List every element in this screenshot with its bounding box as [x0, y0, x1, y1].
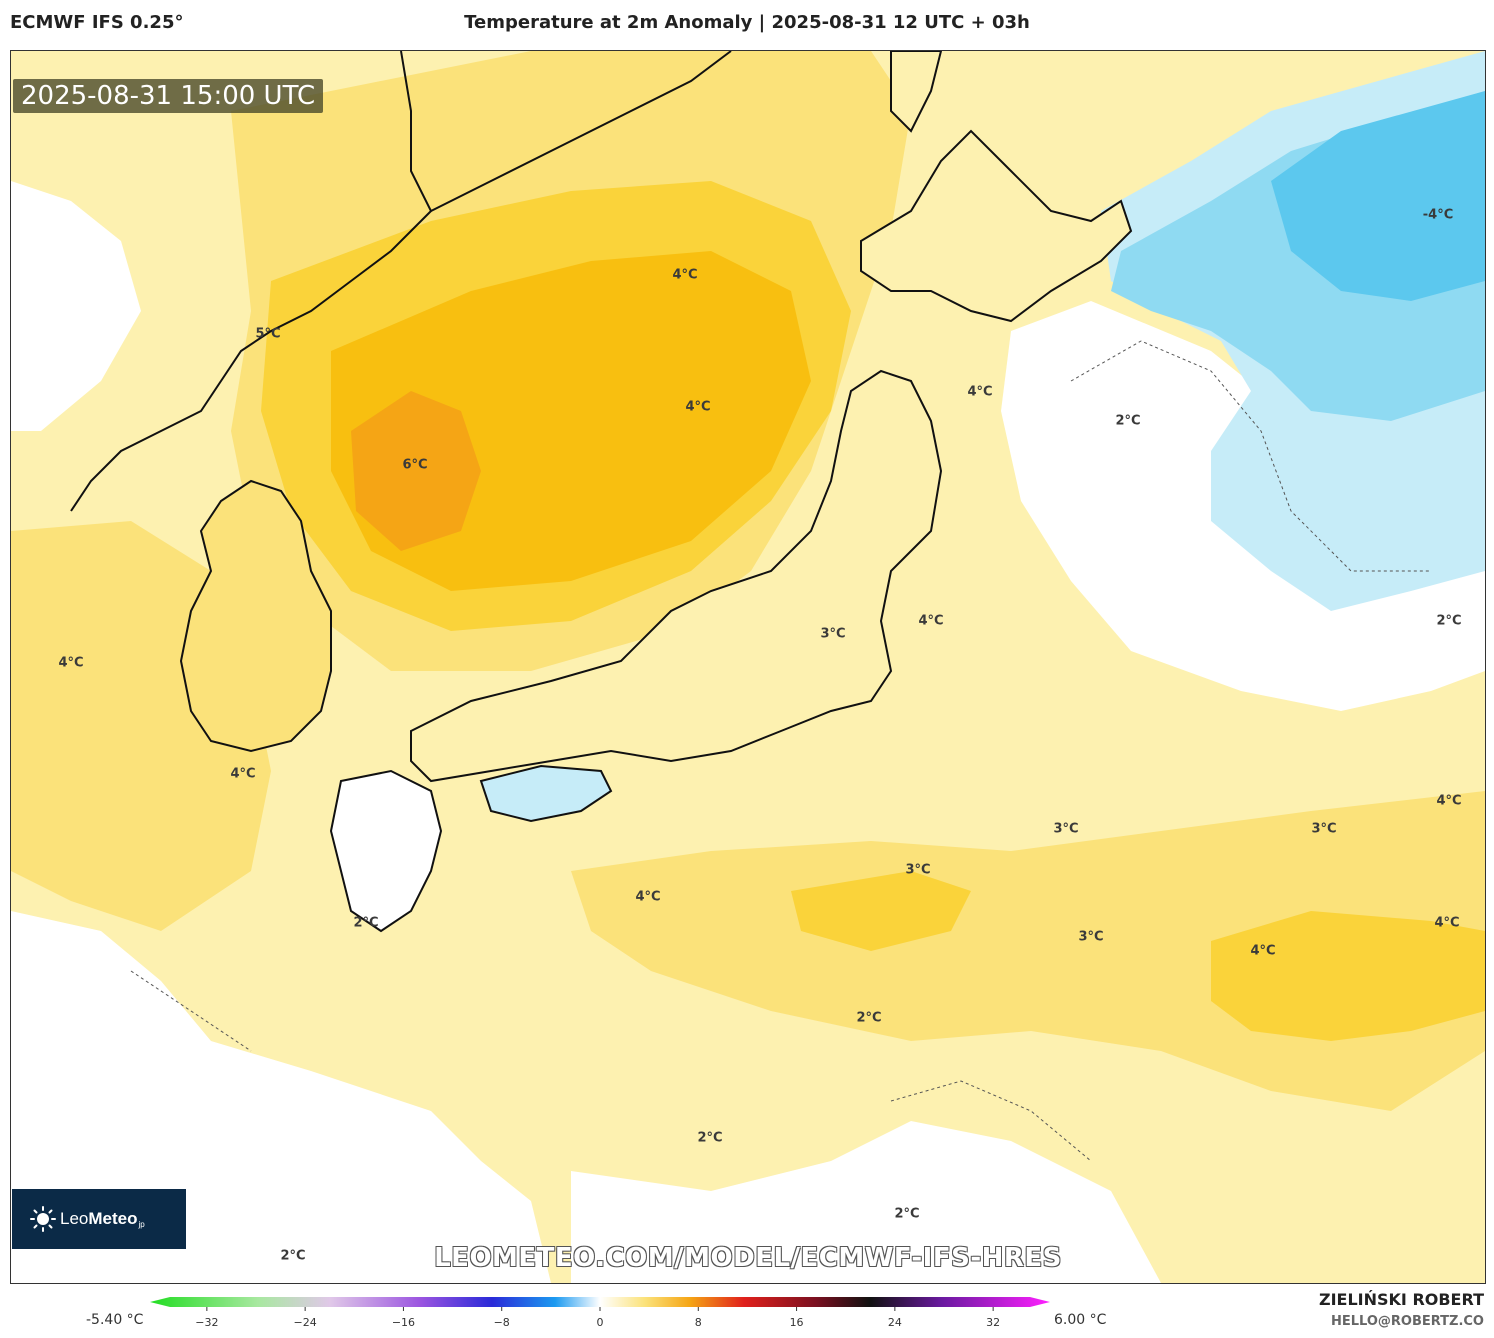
contour-label: 2°C — [353, 915, 379, 931]
colorbar: −32 −24 −16 −8 0 8 16 24 32 — [150, 1297, 1050, 1329]
colorbar-tick-label: 24 — [888, 1316, 902, 1329]
contour-label: 4°C — [672, 267, 698, 283]
shikoku — [479, 764, 613, 823]
source-url-watermark: LEOMETEO.COM/MODEL/ECMWF-IFS-HRES — [434, 1243, 1062, 1273]
author-name: ZIELIŃSKI ROBERT — [1318, 1290, 1484, 1309]
contour-label: 2°C — [1115, 413, 1141, 429]
contour-label: 4°C — [918, 613, 944, 629]
contour-label: 2°C — [1436, 613, 1462, 629]
neutral-area-northwest — [11, 181, 141, 431]
colorbar-tick-label: −16 — [392, 1316, 415, 1329]
contour-label: 3°C — [1053, 821, 1079, 837]
contour-label: 2°C — [697, 1130, 723, 1146]
contour-label: 4°C — [1250, 943, 1276, 959]
mainland-coast-north — [430, 51, 732, 212]
hokkaido — [860, 129, 1133, 323]
colorbar-tick-label: −32 — [195, 1316, 218, 1329]
colorbar-tick-label: 16 — [790, 1316, 804, 1329]
sakhalin — [890, 51, 943, 133]
contour-label: 3°C — [1078, 929, 1104, 945]
mainland-coast — [70, 51, 433, 512]
model-name: ECMWF IFS 0.25° — [10, 12, 184, 33]
anomaly-field — [11, 51, 1485, 1283]
map-title: Temperature at 2m Anomaly | 2025-08-31 1… — [464, 12, 1030, 33]
contour-label: 4°C — [967, 384, 993, 400]
contour-line — [890, 1080, 1092, 1162]
map-panel[interactable]: 2025-08-31 15:00 UTC 4°C 4°C 6°C 5°C 4°C… — [10, 50, 1486, 1284]
contour-label: 3°C — [1311, 821, 1337, 837]
warm-patch-east — [1211, 911, 1485, 1041]
contour-label: 4°C — [685, 399, 711, 415]
colorbar-tick-label: 0 — [597, 1316, 604, 1329]
contour-label: 4°C — [635, 889, 661, 905]
contour-label: 2°C — [280, 1248, 306, 1264]
colorbar-tick-label: −8 — [494, 1316, 510, 1329]
contour-label: 4°C — [230, 766, 256, 782]
korea-peninsula — [179, 479, 332, 753]
colorbar-legend: -5.40 °C −32 −24 −16 −8 0 8 16 24 32 6.00 — [0, 1284, 1494, 1338]
contour-label: 4°C — [1436, 793, 1462, 809]
warm-patch-center — [791, 871, 971, 951]
contour-label: -4°C — [1422, 207, 1454, 223]
colorbar-tick-label: 8 — [695, 1316, 702, 1329]
author-email[interactable]: HELLO@ROBERTZ.CO — [1330, 1314, 1484, 1329]
contour-line — [130, 970, 252, 1052]
leometeo-logo[interactable]: LeoMeteojp — [12, 1189, 186, 1249]
valid-time-badge: 2025-08-31 15:00 UTC — [13, 79, 324, 113]
cool-area-mid — [1271, 91, 1485, 301]
contour-line — [1070, 340, 1431, 572]
colorbar-max-label: 6.00 °C — [1054, 1312, 1107, 1328]
warm-core-max — [351, 391, 481, 551]
contour-label: 5°C — [255, 326, 281, 342]
contour-label: 4°C — [58, 655, 84, 671]
sun-icon — [30, 1206, 56, 1232]
contour-label: 3°C — [820, 626, 846, 642]
colorbar-tick-label: −24 — [294, 1316, 317, 1329]
honshu — [410, 369, 943, 783]
neutral-area-south — [571, 1121, 1161, 1283]
contour-label: 4°C — [1434, 915, 1460, 931]
contour-label: 2°C — [894, 1206, 920, 1222]
colorbar-min-label: -5.40 °C — [86, 1312, 144, 1328]
kyushu — [329, 769, 443, 933]
colorbar-gradient — [150, 1297, 1050, 1307]
contour-label: 2°C — [856, 1010, 882, 1026]
logo-wordmark: LeoMeteojp — [60, 1209, 145, 1229]
contour-label: 6°C — [402, 457, 428, 473]
colorbar-tick-label: 32 — [986, 1316, 1000, 1329]
contour-label: 3°C — [905, 862, 931, 878]
